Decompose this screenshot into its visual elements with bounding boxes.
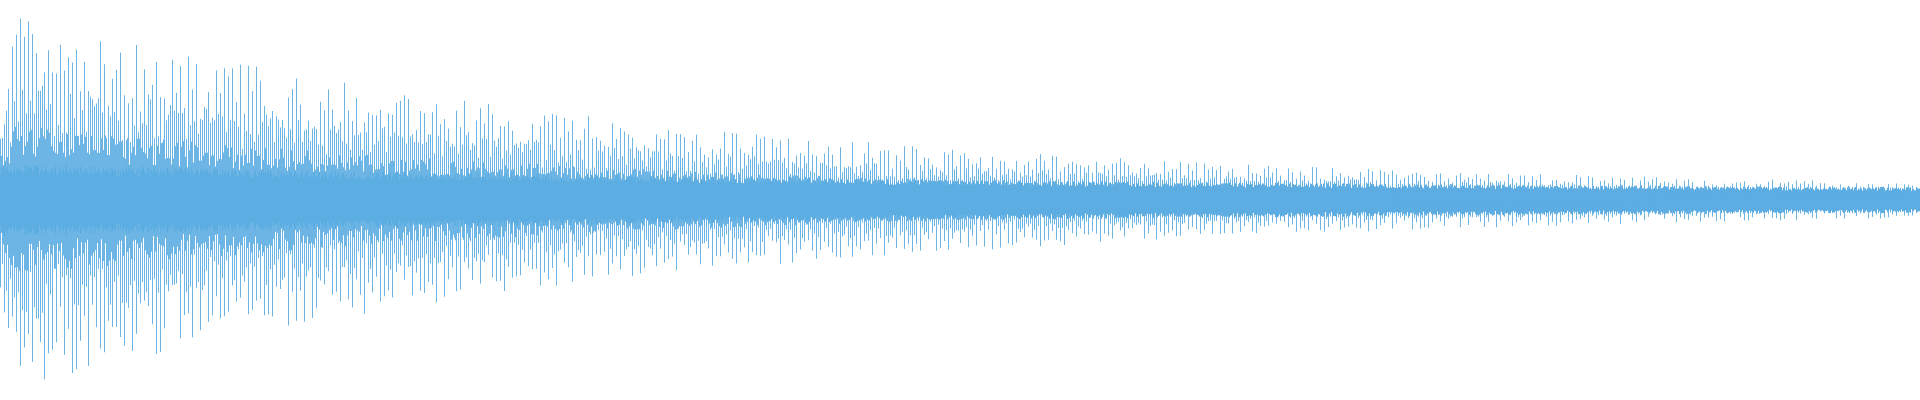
waveform-peaks xyxy=(0,18,1920,380)
